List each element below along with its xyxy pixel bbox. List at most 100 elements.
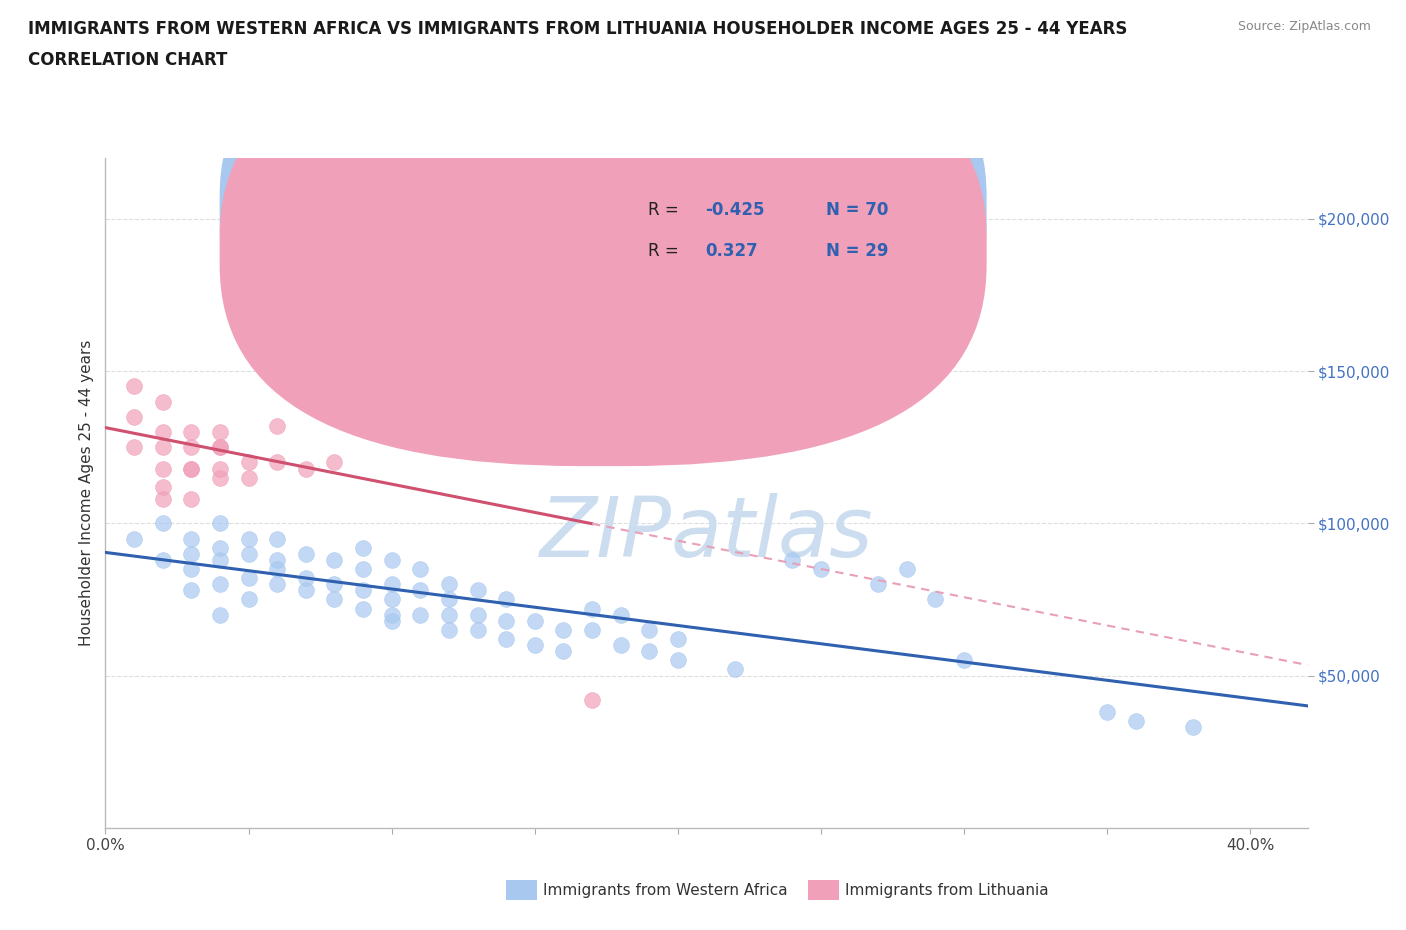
Text: R =: R = xyxy=(648,201,683,219)
Point xyxy=(666,631,689,646)
Point xyxy=(352,601,374,616)
Point xyxy=(180,546,202,561)
Point xyxy=(122,409,145,424)
Text: Immigrants from Lithuania: Immigrants from Lithuania xyxy=(845,883,1049,897)
Point xyxy=(381,592,404,607)
Point xyxy=(180,562,202,577)
Point xyxy=(467,583,489,598)
Point xyxy=(868,577,890,591)
FancyBboxPatch shape xyxy=(557,175,948,286)
Point xyxy=(437,607,460,622)
Point xyxy=(180,425,202,440)
Point xyxy=(295,394,318,409)
Point xyxy=(323,455,346,470)
Point xyxy=(295,571,318,586)
FancyBboxPatch shape xyxy=(219,0,987,426)
Point xyxy=(495,613,517,628)
Point xyxy=(180,531,202,546)
Point xyxy=(467,622,489,637)
Point xyxy=(495,592,517,607)
Point xyxy=(266,562,288,577)
Point xyxy=(810,562,832,577)
Point xyxy=(323,577,346,591)
Point xyxy=(581,693,603,708)
Point xyxy=(208,552,231,567)
Point xyxy=(152,425,174,440)
Y-axis label: Householder Income Ages 25 - 44 years: Householder Income Ages 25 - 44 years xyxy=(79,339,94,646)
Point xyxy=(609,607,631,622)
Point xyxy=(896,562,918,577)
Point xyxy=(180,461,202,476)
Point xyxy=(152,479,174,494)
Text: N = 70: N = 70 xyxy=(825,201,889,219)
Point xyxy=(352,562,374,577)
Text: 0.327: 0.327 xyxy=(706,242,758,259)
Point xyxy=(437,577,460,591)
Text: Immigrants from Western Africa: Immigrants from Western Africa xyxy=(543,883,787,897)
Point xyxy=(1182,720,1205,735)
Point xyxy=(208,461,231,476)
Point xyxy=(409,583,432,598)
Point xyxy=(295,461,318,476)
Text: R =: R = xyxy=(648,242,683,259)
Point xyxy=(1095,705,1118,720)
Point xyxy=(323,552,346,567)
Point xyxy=(152,516,174,531)
Point xyxy=(581,601,603,616)
Point xyxy=(523,613,546,628)
Point xyxy=(467,607,489,622)
Point xyxy=(208,577,231,591)
Point xyxy=(266,455,288,470)
Point xyxy=(238,592,260,607)
Point xyxy=(208,440,231,455)
Point xyxy=(152,440,174,455)
Point xyxy=(208,471,231,485)
Point xyxy=(122,379,145,393)
Point xyxy=(208,516,231,531)
Point xyxy=(1125,713,1147,728)
Point xyxy=(409,607,432,622)
Point xyxy=(180,461,202,476)
Point xyxy=(437,339,460,354)
Point xyxy=(238,571,260,586)
Point xyxy=(352,540,374,555)
Point xyxy=(924,592,946,607)
Point xyxy=(266,577,288,591)
Point xyxy=(782,552,804,567)
Point xyxy=(381,577,404,591)
Point xyxy=(208,607,231,622)
Point xyxy=(180,583,202,598)
Point xyxy=(495,631,517,646)
Point xyxy=(238,531,260,546)
Point xyxy=(122,531,145,546)
Point xyxy=(152,461,174,476)
Text: -0.425: -0.425 xyxy=(706,201,765,219)
Point xyxy=(381,552,404,567)
Point xyxy=(381,607,404,622)
Point xyxy=(238,455,260,470)
Point xyxy=(152,394,174,409)
Text: N = 29: N = 29 xyxy=(825,242,889,259)
Point xyxy=(152,492,174,507)
Point xyxy=(953,653,976,668)
Point xyxy=(523,638,546,653)
Point xyxy=(381,613,404,628)
Point xyxy=(122,440,145,455)
Point xyxy=(553,622,575,637)
Point xyxy=(666,653,689,668)
Point xyxy=(638,644,661,658)
Text: Source: ZipAtlas.com: Source: ZipAtlas.com xyxy=(1237,20,1371,33)
Point xyxy=(409,562,432,577)
Point xyxy=(208,425,231,440)
Point xyxy=(323,592,346,607)
Point xyxy=(208,440,231,455)
Point xyxy=(638,622,661,637)
Point xyxy=(266,552,288,567)
FancyBboxPatch shape xyxy=(219,35,987,466)
Point xyxy=(295,583,318,598)
Point xyxy=(437,622,460,637)
Point xyxy=(437,592,460,607)
Text: CORRELATION CHART: CORRELATION CHART xyxy=(28,51,228,69)
Point xyxy=(180,440,202,455)
Point xyxy=(724,662,747,677)
